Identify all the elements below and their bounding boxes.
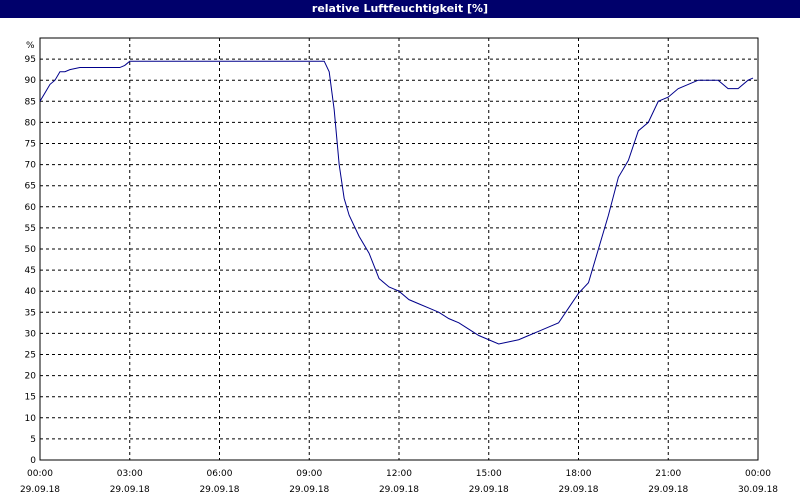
y-tick-label: 45 (25, 266, 36, 276)
y-tick-label: 40 (25, 287, 37, 297)
humidity-series-line (39, 60, 754, 345)
x-axis-tick-labels: 00:00 29.09.18 03:00 29.09.18 06:00 29.09.18 0… (20, 469, 778, 495)
y-tick-label: 55 (25, 224, 36, 234)
x-tick-time: 00:00 (27, 469, 53, 479)
y-tick-label: 65 (25, 182, 36, 192)
y-tick-label: 20 (25, 372, 37, 382)
x-tick-time: 21:00 (655, 469, 681, 479)
y-tick-label: 85 (25, 97, 36, 107)
y-axis-unit: % (26, 41, 35, 51)
x-tick-date: 29.09.18 (469, 485, 509, 495)
x-tick-time: 18:00 (566, 469, 592, 479)
vertical-gridlines (129, 38, 669, 460)
y-tick-label: 15 (25, 393, 36, 403)
y-tick-label: 25 (25, 351, 36, 361)
chart-title: relative Luftfeuchtigkeit [%] (0, 0, 800, 18)
y-tick-label: 75 (25, 140, 36, 150)
x-tick-time: 09:00 (296, 469, 322, 479)
x-tick-time: 12:00 (386, 469, 412, 479)
x-tick-date: 29.09.18 (558, 485, 598, 495)
y-tick-label: 70 (25, 161, 37, 171)
x-tick-date: 29.09.18 (199, 485, 239, 495)
y-tick-label: 95 (25, 55, 36, 65)
x-tick-time: 15:00 (476, 469, 502, 479)
y-tick-label: 90 (25, 76, 37, 86)
y-tick-label: 30 (25, 329, 37, 339)
x-tick-time: 03:00 (117, 469, 143, 479)
y-tick-label: 60 (25, 203, 37, 213)
x-tick-date: 29.09.18 (379, 485, 419, 495)
x-tick-time: 00:00 (745, 469, 771, 479)
y-tick-label: 5 (30, 435, 36, 445)
x-tick-date: 29.09.18 (110, 485, 150, 495)
x-tick-time: 06:00 (207, 469, 233, 479)
y-tick-label: 50 (25, 245, 37, 255)
y-tick-label: 0 (30, 456, 36, 466)
plot-area-border (39, 37, 759, 461)
x-tick-date: 29.09.18 (20, 485, 60, 495)
y-tick-label: 80 (25, 118, 37, 128)
y-axis-tick-labels: 0 5 10 15 20 25 30 35 40 45 50 55 60 65 70 75 80 85 90 95 (25, 55, 37, 466)
x-tick-date: 29.09.18 (648, 485, 688, 495)
x-tick-date: 29.09.18 (289, 485, 329, 495)
x-tick-date: 30.09.18 (738, 485, 778, 495)
y-tick-label: 10 (25, 414, 37, 424)
y-tick-label: 35 (25, 308, 36, 318)
